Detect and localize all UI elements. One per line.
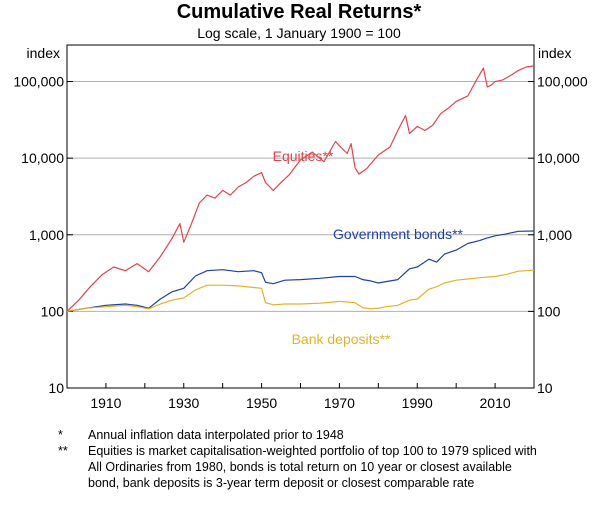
footnote-text: Equities is market capitalisation-weight… xyxy=(88,444,537,490)
chart-subtitle: Log scale, 1 January 1900 = 100 xyxy=(197,25,401,41)
x-tick-label: 1970 xyxy=(324,395,355,411)
y-tick-label-right: 10 xyxy=(537,380,553,396)
y-unit-left: index xyxy=(27,45,60,61)
y-tick-label-right: 10,000 xyxy=(537,150,580,166)
y-axis: 10 10 100 100 1,000 1,000 10,000 10,000 100,000 1… xyxy=(13,74,587,396)
x-tick-label: 1930 xyxy=(168,395,199,411)
y-tick-label-right: 1,000 xyxy=(537,227,572,243)
y-tick-label-left: 10 xyxy=(48,380,64,396)
y-tick-label-left: 10,000 xyxy=(21,150,64,166)
series-label-government-bonds: Government bonds** xyxy=(333,226,464,242)
x-axis: 1910 1930 1950 1970 1990 2010 xyxy=(66,383,535,411)
footnote: ** Equities is market capitalisation-wei… xyxy=(0,443,599,491)
chart: Cumulative Real Returns* Log scale, 1 Ja… xyxy=(13,1,587,411)
x-tick-label: 1990 xyxy=(402,395,433,411)
y-tick-label-left: 100,000 xyxy=(13,74,64,90)
chart-title: Cumulative Real Returns* xyxy=(177,1,422,23)
series-label-equities: Equities** xyxy=(273,148,334,164)
series-line-government-bonds xyxy=(66,230,535,312)
series-lines xyxy=(66,65,535,312)
footnote-mark: ** xyxy=(58,444,68,458)
x-tick-label: 1910 xyxy=(90,395,121,411)
y-tick-label-left: 100 xyxy=(41,303,65,319)
x-tick-label: 2010 xyxy=(480,395,511,411)
series-label-bank-deposits: Bank deposits** xyxy=(292,331,391,347)
series-line-equities xyxy=(66,65,535,312)
footnotes: * Annual inflation data interpolated pri… xyxy=(0,427,599,491)
y-unit-right: index xyxy=(538,45,571,61)
y-tick-label-right: 100,000 xyxy=(537,74,588,90)
footnote-mark: * xyxy=(58,428,63,442)
y-tick-label-left: 1,000 xyxy=(29,227,64,243)
x-tick-label: 1950 xyxy=(246,395,277,411)
footnote: * Annual inflation data interpolated pri… xyxy=(0,427,599,443)
series-line-bank-deposits xyxy=(66,269,535,312)
gridlines xyxy=(67,81,534,312)
footnote-text: Annual inflation data interpolated prior… xyxy=(88,428,344,442)
y-tick-label-right: 100 xyxy=(537,303,561,319)
